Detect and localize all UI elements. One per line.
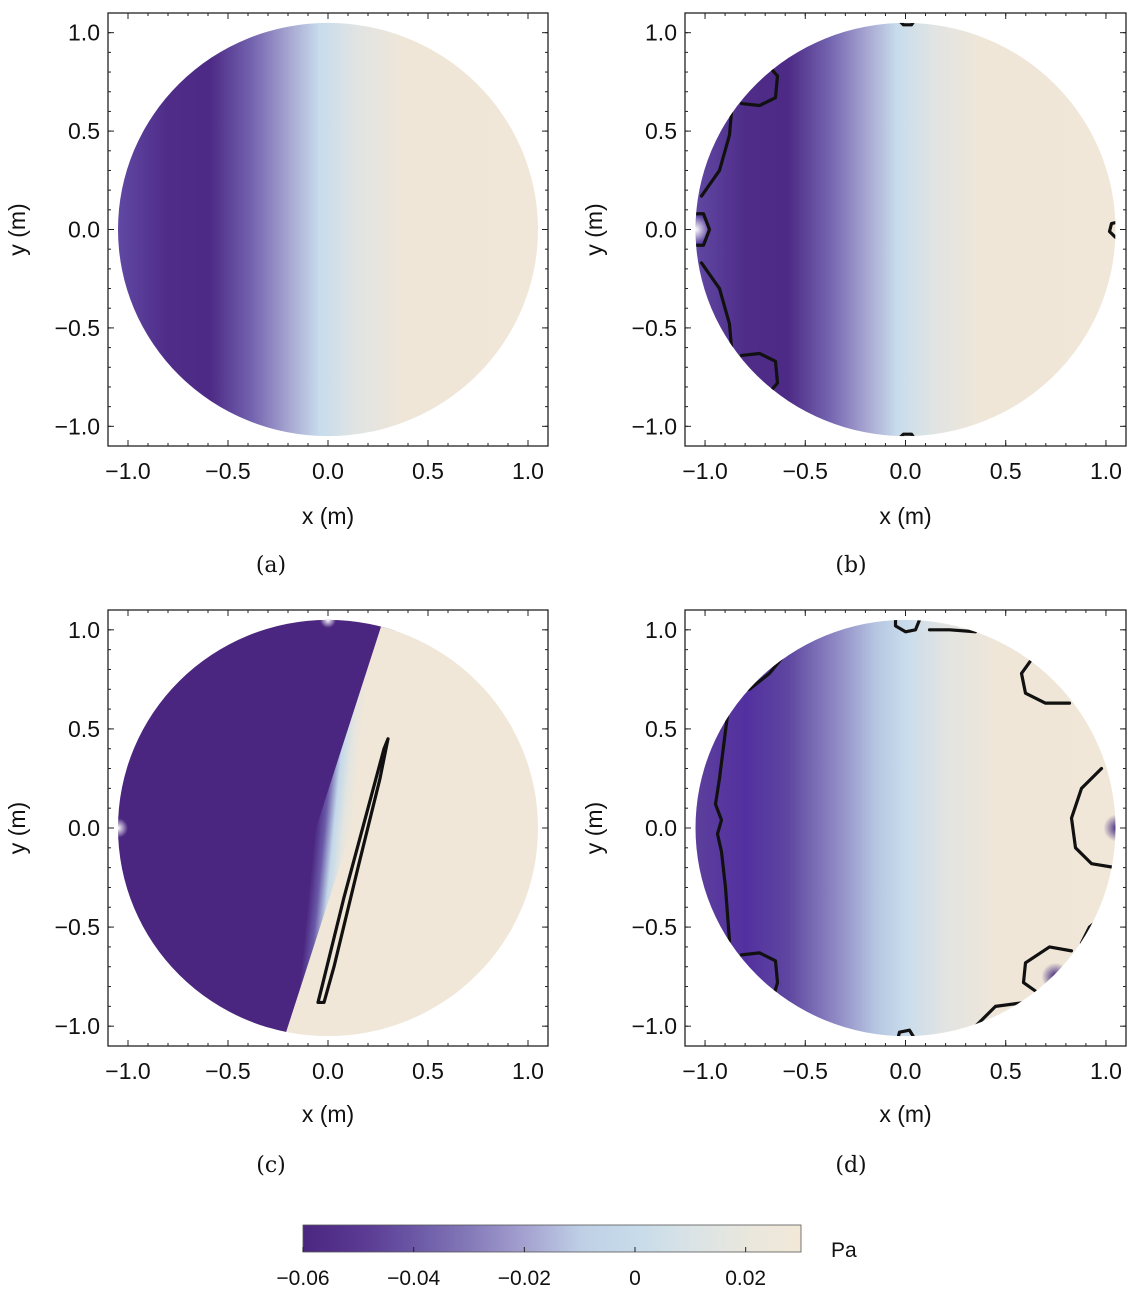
panel-d-contour-9	[1024, 947, 1072, 993]
panel-b: −1.0 −0.5 0.0 0.5 1.0 1.0 0.5 0.0 −0.5 −1.0 x (m…	[581, 12, 1127, 578]
panel-a-disk	[118, 22, 539, 437]
colorbar-tick-label: −0.06	[276, 1267, 329, 1290]
panel-c-y-tick-label: −1.0	[55, 1013, 100, 1039]
panel-c-caption: (c)	[256, 1153, 286, 1178]
colorbar-tick-label: −0.02	[498, 1267, 551, 1290]
colorbar-tick-label: 0	[629, 1267, 641, 1290]
colorbar: −0.06 −0.04 −0.02 0 0.02 Pa	[276, 1224, 857, 1290]
panel-d-xlabel: x (m)	[879, 1101, 931, 1127]
panel-c-white-hotspot-left	[118, 818, 129, 838]
panel-a: −1.0 −0.5 0.0 0.5 1.0 1.0 0.5 0.0 −0.5 −1.0 x (m…	[4, 12, 549, 578]
panel-a-caption: (a)	[256, 553, 286, 578]
panel-c-x-tick-label: −0.5	[205, 1058, 250, 1084]
panel-a-xlabel: x (m)	[302, 503, 354, 529]
panel-c-xlabel: x (m)	[302, 1101, 354, 1127]
panel-a-ylabel: y (m)	[4, 203, 30, 255]
panel-b-x-tick-label: −1.0	[682, 458, 727, 484]
panel-b-contour-2	[702, 111, 732, 196]
panel-d: −1.0 −0.5 0.0 0.5 1.0 1.0 0.5 0.0 −0.5 −1.0 x (m…	[581, 609, 1127, 1178]
panel-b-y-tick-label: −1.0	[632, 413, 677, 439]
panel-b-contour-6	[898, 19, 916, 25]
colorbar-unit: Pa	[831, 1239, 857, 1262]
panel-b-y-tick-label: 0.5	[645, 118, 677, 144]
panel-d-y-tick-label: 1.0	[645, 617, 677, 643]
panel-d-caption: (d)	[835, 1153, 866, 1178]
panel-d-contour-7	[1072, 769, 1116, 868]
panel-c-x-tick-label: 0.0	[312, 1058, 344, 1084]
panel-b-x-tick-label: 0.5	[990, 458, 1022, 484]
panel-a-y-tick-label: 1.0	[68, 20, 100, 46]
panel-b-contour-10	[898, 434, 916, 440]
panel-a-field	[118, 22, 539, 437]
panel-b-caption: (b)	[835, 553, 866, 578]
panel-b-x-tick-label: −0.5	[783, 458, 828, 484]
panel-b-x-tick-label: 0.0	[890, 458, 922, 484]
panel-c-ylabel: y (m)	[4, 802, 30, 854]
panel-c-y-tick-label: −0.5	[55, 914, 100, 940]
panel-b-ylabel: y (m)	[581, 203, 607, 255]
panel-c-y-tick-label: 0.0	[68, 815, 100, 841]
colorbar-tick-label: 0.02	[725, 1267, 766, 1290]
panel-a-y-tick-label: 0.5	[68, 118, 100, 144]
panel-d-purple-hotspot-lower	[1041, 962, 1070, 991]
panel-d-contour-4	[896, 616, 920, 632]
panel-b-contour-8	[1110, 222, 1120, 238]
panel-d-y-tick-label: 0.0	[645, 815, 677, 841]
panel-a-y-tick-label: 0.0	[68, 217, 100, 243]
panel-d-contour-10	[976, 1002, 1026, 1026]
panel-d-ylabel: y (m)	[581, 802, 607, 854]
panel-a-x-tick-label: 0.0	[312, 458, 344, 484]
colorbar-gradient	[302, 1224, 802, 1253]
panel-d-purple-hotspot-right	[1103, 814, 1116, 842]
panel-c-x-tick-label: 1.0	[512, 1058, 544, 1084]
panel-d-x-tick-label: −1.0	[682, 1058, 727, 1084]
colorbar-tick-label: −0.04	[387, 1267, 440, 1290]
panel-b-x-tick-label: 1.0	[1090, 458, 1122, 484]
panel-a-y-tick-label: −1.0	[55, 413, 100, 439]
panel-d-x-tick-label: 1.0	[1090, 1058, 1122, 1084]
panel-a-x-tick-label: 1.0	[512, 458, 544, 484]
panel-d-x-tick-label: −0.5	[783, 1058, 828, 1084]
panel-d-contour-11	[898, 1030, 916, 1040]
panel-b-contour-4	[702, 263, 732, 348]
panel-c-x-tick-label: 0.5	[412, 1058, 444, 1084]
panel-c-contour-1	[318, 739, 388, 1003]
panel-d-contour-5	[930, 630, 976, 632]
panel-d-y-tick-label: −1.0	[632, 1013, 677, 1039]
panel-a-x-tick-label: 0.5	[412, 458, 444, 484]
panel-c-transition-band	[239, 619, 429, 1037]
panel-c-y-tick-label: 1.0	[68, 617, 100, 643]
panel-c-purple-region	[118, 619, 409, 1037]
panel-c: −1.0 −0.5 0.0 0.5 1.0 1.0 0.5 0.0 −0.5 −1.0 x (m…	[4, 609, 549, 1178]
panel-b-field	[692, 19, 1120, 440]
panel-d-contour-6	[1022, 660, 1070, 704]
panel-c-field	[118, 619, 539, 1037]
panel-b-contour-3	[692, 214, 710, 245]
panel-b-y-tick-label: −0.5	[632, 315, 677, 341]
panel-d-x-tick-label: 0.5	[990, 1058, 1022, 1084]
panel-d-x-tick-label: 0.0	[890, 1058, 922, 1084]
panel-a-y-tick-label: −0.5	[55, 315, 100, 341]
panel-b-contour-7	[1056, 76, 1066, 84]
panel-c-white-hotspot-top	[320, 619, 336, 628]
panel-b-white-hotspot	[695, 215, 710, 244]
panel-b-disk	[695, 22, 1116, 437]
panel-c-y-tick-label: 0.5	[68, 716, 100, 742]
panel-d-contour-3	[742, 953, 778, 997]
panel-b-contour-9	[1056, 375, 1066, 383]
panel-b-y-tick-label: 0.0	[645, 217, 677, 243]
panel-c-x-tick-label: −1.0	[105, 1058, 150, 1084]
panel-d-field	[695, 616, 1116, 1040]
panel-d-disk	[695, 619, 1116, 1037]
panel-a-x-tick-label: −1.0	[105, 458, 150, 484]
panel-b-xlabel: x (m)	[879, 503, 931, 529]
panel-d-y-tick-label: 0.5	[645, 716, 677, 742]
panel-d-contour-2	[716, 715, 730, 941]
panel-b-y-tick-label: 1.0	[645, 20, 677, 46]
panel-d-y-tick-label: −0.5	[632, 914, 677, 940]
panel-a-x-tick-label: −0.5	[205, 458, 250, 484]
